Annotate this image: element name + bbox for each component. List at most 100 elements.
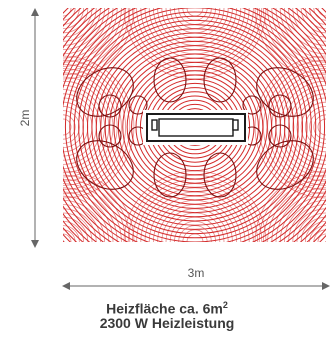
heat-ring — [161, 8, 229, 42]
heat-ring — [127, 8, 263, 76]
heat-ring — [305, 8, 326, 29]
area-unit-superscript: 2 — [222, 300, 228, 310]
heat-ring — [182, 229, 208, 242]
heat-ring — [174, 221, 216, 242]
heat-ring — [140, 8, 250, 63]
arrow-down-icon — [31, 240, 39, 248]
heat-lobe-outline — [268, 124, 292, 148]
heat-ring — [136, 8, 254, 67]
heat-ring — [317, 8, 326, 17]
heat-ring — [69, 8, 321, 242]
heat-ring — [267, 68, 326, 186]
heat-ring — [63, 216, 89, 242]
arrow-up-icon — [31, 8, 39, 16]
heat-ring — [284, 8, 326, 50]
heat-ring — [271, 8, 326, 63]
heat-ring — [157, 204, 233, 242]
heat-ring — [271, 187, 326, 242]
heat-ring — [63, 55, 135, 199]
heat-lobe-outline — [203, 57, 237, 103]
heat-ring — [63, 233, 72, 242]
heat-ring — [132, 8, 258, 71]
heat-ring — [186, 233, 204, 242]
heat-lobe-outline — [153, 152, 187, 198]
heat-ring — [148, 8, 242, 55]
heat-ring — [292, 93, 326, 161]
heat-ring — [63, 221, 84, 242]
heat-ring — [63, 110, 80, 144]
heat-ring — [153, 200, 237, 242]
heat-ring — [178, 225, 212, 242]
heat-ring — [313, 114, 326, 140]
heat-ring — [292, 8, 326, 42]
heat-ring — [309, 110, 326, 144]
heat-lobe-outline — [242, 95, 262, 115]
heat-ring — [279, 80, 326, 174]
heat-ring — [140, 187, 250, 242]
heat-ring — [284, 200, 326, 242]
heat-ring — [157, 8, 233, 46]
heat-ring — [263, 8, 326, 71]
heat-ring — [267, 183, 326, 242]
heat-lobe-outline — [128, 95, 148, 115]
heat-ring — [63, 8, 84, 29]
heat-ring — [292, 208, 326, 242]
heat-ring — [63, 59, 131, 195]
heat-ring — [182, 8, 208, 21]
heat-ring — [63, 93, 97, 161]
height-dimension — [31, 8, 39, 248]
heat-ring — [165, 8, 225, 38]
heat-ring — [288, 89, 326, 165]
heat-ring — [63, 114, 76, 140]
arrow-right-icon — [322, 282, 330, 290]
heat-ring — [263, 179, 326, 242]
heating-power-caption: 2300 W Heizleistung — [99, 315, 235, 331]
heat-ring — [63, 118, 72, 136]
heat-ring — [123, 170, 267, 242]
heat-ring — [313, 229, 326, 242]
heat-lobe-outline — [256, 67, 314, 117]
heat-ring — [275, 76, 326, 178]
height-label: 2m — [18, 110, 32, 127]
heat-ring — [63, 179, 126, 242]
heat-ring — [169, 8, 221, 34]
arrow-left-icon — [62, 282, 70, 290]
heat-lobe-outline — [203, 152, 237, 198]
heat-lobe-outline — [98, 94, 122, 118]
heat-ring — [284, 85, 326, 169]
heating-area-text: Heizfläche ca. 6m — [106, 300, 223, 317]
heat-ring — [169, 216, 221, 242]
heat-ring — [63, 76, 114, 178]
heat-ring — [305, 221, 326, 242]
heat-ring — [144, 8, 246, 59]
heat-ring — [153, 8, 237, 50]
heat-ring — [132, 179, 258, 242]
heat-ring — [63, 187, 118, 242]
heat-ring — [317, 118, 326, 136]
heating-area-caption: Heizfläche ca. 6m2 — [0, 296, 334, 318]
heat-ring — [136, 183, 254, 242]
heat-lobe-outline — [268, 94, 292, 118]
heat-ring — [313, 8, 326, 21]
heat-ring — [144, 191, 246, 242]
heat-lobe-outline — [76, 140, 134, 190]
heat-ring — [165, 212, 225, 242]
width-dimension — [62, 282, 330, 290]
heat-ring — [174, 8, 216, 29]
heat-ring — [161, 208, 229, 242]
heat-ring — [148, 195, 242, 242]
heat-ring — [300, 216, 326, 242]
width-label: 3m — [188, 266, 205, 280]
heat-ring — [63, 200, 105, 242]
heat-ring — [186, 8, 204, 17]
heat-ring — [63, 229, 76, 242]
heat-ring — [64, 8, 326, 242]
heat-lobe-outline — [76, 67, 134, 117]
heat-ring — [305, 106, 326, 148]
heat-ring — [63, 8, 101, 46]
heat-ring — [263, 64, 326, 190]
heat-ring — [127, 174, 263, 242]
heat-ring — [63, 8, 93, 38]
heat-ring — [63, 97, 93, 157]
